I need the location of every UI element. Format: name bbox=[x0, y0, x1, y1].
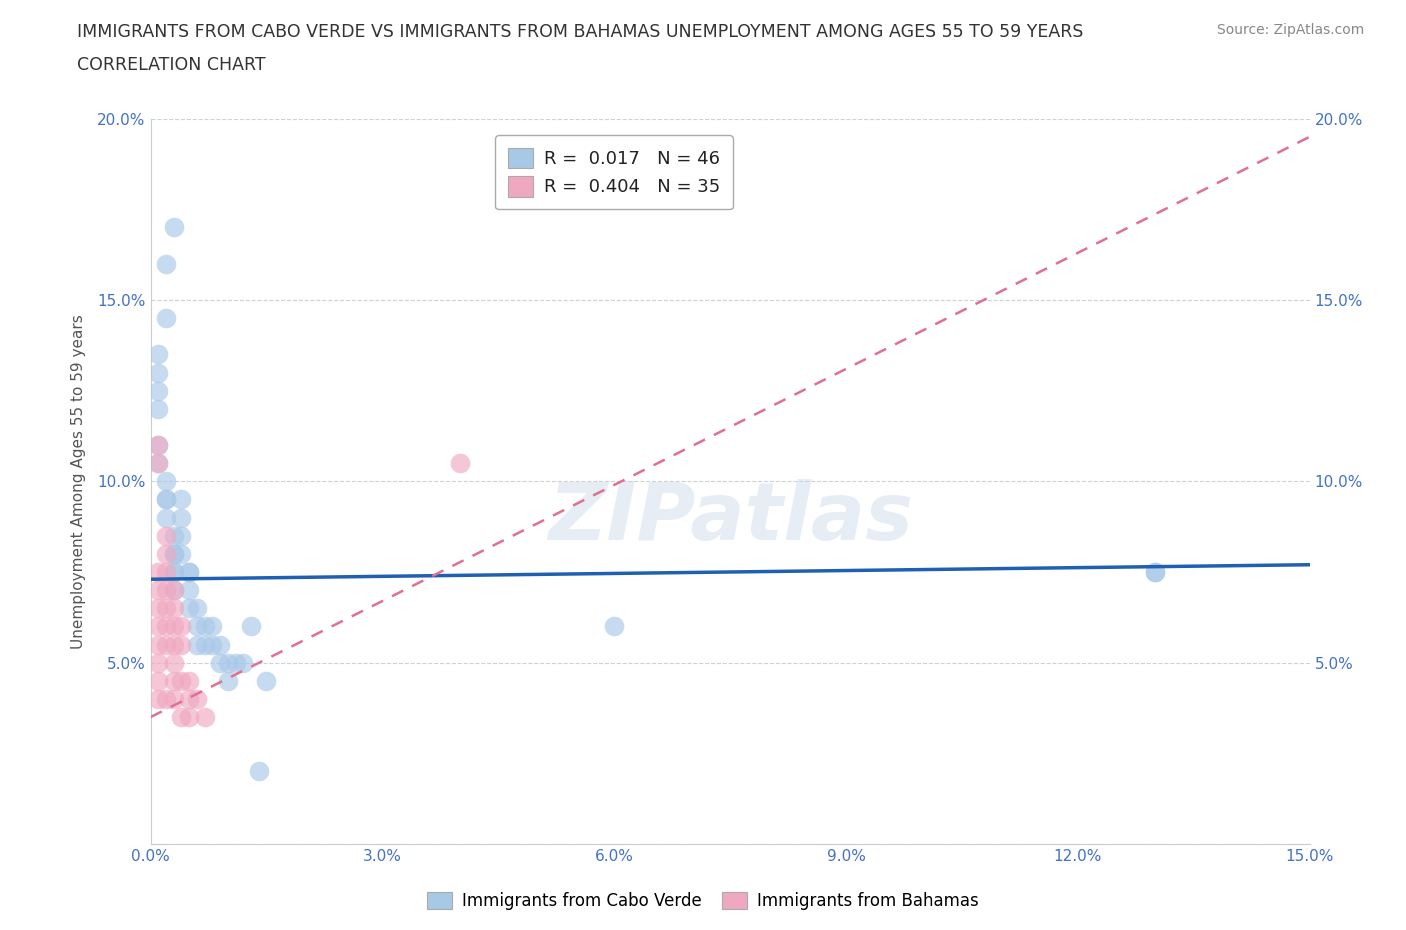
Text: Source: ZipAtlas.com: Source: ZipAtlas.com bbox=[1216, 23, 1364, 37]
Point bbox=[186, 601, 208, 616]
Point bbox=[449, 456, 471, 471]
Point bbox=[163, 583, 186, 598]
Point bbox=[155, 583, 177, 598]
Point bbox=[179, 673, 201, 688]
Point bbox=[155, 492, 177, 507]
Point bbox=[186, 619, 208, 634]
Point bbox=[179, 583, 201, 598]
Point bbox=[163, 220, 186, 235]
Point bbox=[163, 619, 186, 634]
Point bbox=[155, 257, 177, 272]
Point bbox=[217, 673, 239, 688]
Point bbox=[170, 673, 193, 688]
Point bbox=[194, 619, 217, 634]
Point bbox=[170, 511, 193, 525]
Point bbox=[170, 492, 193, 507]
Point bbox=[148, 383, 170, 398]
Point bbox=[603, 619, 626, 634]
Y-axis label: Unemployment Among Ages 55 to 59 years: Unemployment Among Ages 55 to 59 years bbox=[72, 314, 86, 649]
Text: IMMIGRANTS FROM CABO VERDE VS IMMIGRANTS FROM BAHAMAS UNEMPLOYMENT AMONG AGES 55: IMMIGRANTS FROM CABO VERDE VS IMMIGRANTS… bbox=[77, 23, 1084, 41]
Point bbox=[209, 637, 232, 652]
Point bbox=[170, 710, 193, 724]
Point bbox=[155, 492, 177, 507]
Point bbox=[148, 402, 170, 417]
Point bbox=[186, 692, 208, 707]
Point bbox=[163, 656, 186, 671]
Point bbox=[209, 656, 232, 671]
Point bbox=[155, 547, 177, 562]
Point bbox=[186, 637, 208, 652]
Point bbox=[179, 601, 201, 616]
Point bbox=[148, 365, 170, 380]
Point bbox=[170, 528, 193, 543]
Point bbox=[163, 692, 186, 707]
Point bbox=[1144, 565, 1167, 579]
Point bbox=[148, 456, 170, 471]
Point bbox=[155, 601, 177, 616]
Point bbox=[148, 347, 170, 362]
Point bbox=[179, 692, 201, 707]
Point bbox=[148, 656, 170, 671]
Point bbox=[163, 547, 186, 562]
Point bbox=[194, 710, 217, 724]
Point bbox=[201, 637, 224, 652]
Point bbox=[155, 528, 177, 543]
Point bbox=[179, 565, 201, 579]
Point bbox=[148, 692, 170, 707]
Point bbox=[148, 565, 170, 579]
Text: ZIPatlas: ZIPatlas bbox=[547, 479, 912, 556]
Point bbox=[148, 438, 170, 453]
Point bbox=[148, 637, 170, 652]
Point bbox=[155, 565, 177, 579]
Legend: R =  0.017   N = 46, R =  0.404   N = 35: R = 0.017 N = 46, R = 0.404 N = 35 bbox=[495, 135, 733, 209]
Point bbox=[163, 601, 186, 616]
Point bbox=[163, 547, 186, 562]
Text: CORRELATION CHART: CORRELATION CHART bbox=[77, 56, 266, 73]
Point bbox=[148, 601, 170, 616]
Point bbox=[170, 619, 193, 634]
Point bbox=[247, 764, 270, 779]
Point bbox=[163, 673, 186, 688]
Point bbox=[163, 583, 186, 598]
Point bbox=[163, 528, 186, 543]
Point bbox=[163, 565, 186, 579]
Point bbox=[256, 673, 278, 688]
Point bbox=[148, 673, 170, 688]
Point bbox=[225, 656, 247, 671]
Point bbox=[155, 311, 177, 325]
Point bbox=[155, 692, 177, 707]
Point bbox=[201, 619, 224, 634]
Point bbox=[163, 637, 186, 652]
Point bbox=[1144, 565, 1167, 579]
Point bbox=[170, 637, 193, 652]
Point bbox=[179, 710, 201, 724]
Point bbox=[217, 656, 239, 671]
Point bbox=[163, 565, 186, 579]
Point bbox=[170, 547, 193, 562]
Point bbox=[148, 619, 170, 634]
Point bbox=[155, 474, 177, 489]
Point bbox=[155, 619, 177, 634]
Legend: Immigrants from Cabo Verde, Immigrants from Bahamas: Immigrants from Cabo Verde, Immigrants f… bbox=[420, 885, 986, 917]
Point bbox=[232, 656, 254, 671]
Point bbox=[194, 637, 217, 652]
Point bbox=[148, 583, 170, 598]
Point bbox=[155, 637, 177, 652]
Point bbox=[179, 565, 201, 579]
Point bbox=[148, 438, 170, 453]
Point bbox=[240, 619, 263, 634]
Point bbox=[148, 456, 170, 471]
Point bbox=[155, 511, 177, 525]
